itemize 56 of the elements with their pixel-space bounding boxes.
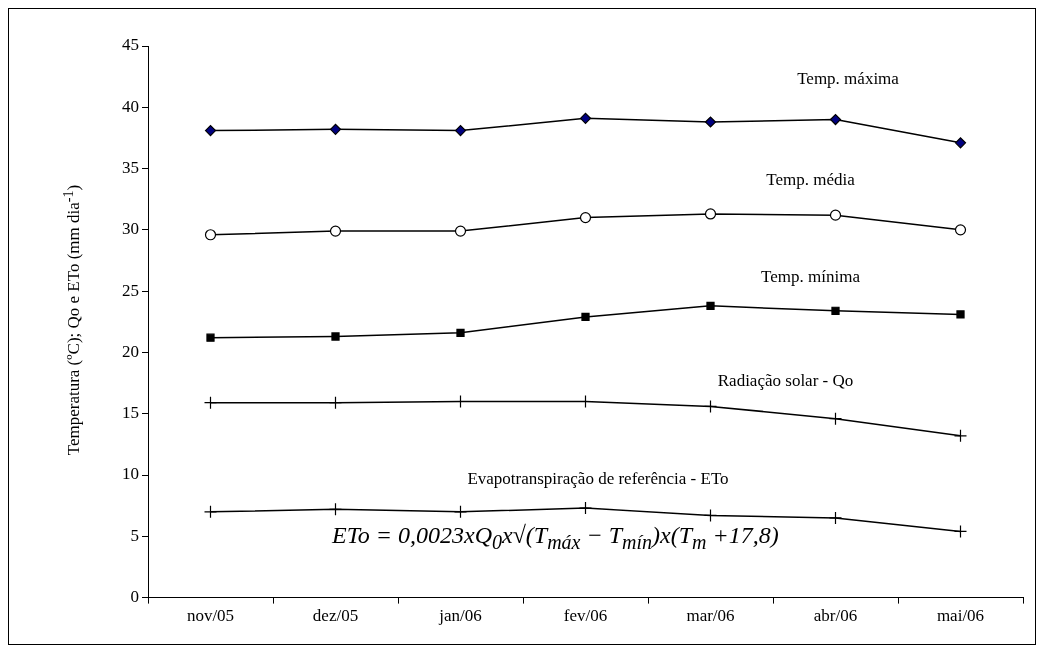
series-label: Temp. máxima [797, 68, 900, 88]
point [328, 502, 343, 516]
point [578, 501, 593, 515]
x-tick-label: jan/06 [438, 606, 482, 626]
x-tick-label: nov/05 [186, 606, 235, 626]
point [456, 328, 465, 337]
point [581, 312, 590, 322]
y-tick-label: 15 [122, 403, 139, 423]
point [206, 333, 215, 342]
x-tick-label: mar/06 [686, 606, 735, 626]
series-label: Radiação solar - Qo [717, 370, 854, 390]
point [204, 229, 217, 241]
x-tick-label: abr/06 [813, 606, 858, 626]
point [954, 224, 967, 236]
point [703, 508, 718, 523]
y-tick-label: 45 [122, 35, 139, 55]
point [953, 524, 968, 539]
y-tick-label: 20 [122, 341, 139, 361]
point [828, 412, 843, 426]
point [954, 137, 967, 149]
y-tick-label: 10 [122, 464, 139, 484]
point [331, 332, 340, 341]
point [829, 113, 842, 126]
point [956, 310, 965, 319]
point [579, 112, 592, 124]
x-tick-label: mai/06 [936, 606, 985, 626]
point [454, 124, 467, 137]
point [454, 225, 467, 237]
y-tick-label: 30 [122, 219, 139, 239]
point [953, 429, 968, 443]
point [579, 212, 592, 224]
point [831, 306, 840, 315]
point [204, 124, 217, 137]
point [704, 208, 717, 220]
series-label: Evapotranspiração de referência - ETo [467, 468, 729, 488]
point [706, 301, 715, 310]
point [453, 505, 468, 519]
point [828, 511, 843, 525]
y-tick-label: 0 [130, 587, 139, 607]
x-tick-label: dez/05 [312, 606, 359, 626]
point [703, 399, 718, 413]
point [329, 225, 342, 237]
point [203, 396, 218, 410]
point [328, 396, 343, 410]
point [829, 209, 842, 221]
y-tick-label: 40 [122, 96, 139, 116]
y-tick-label: 25 [122, 280, 139, 300]
point [704, 116, 717, 128]
series-label: Temp. média [766, 169, 856, 189]
y-tick-label: 35 [122, 158, 139, 178]
x-tick-label: fev/06 [563, 606, 608, 626]
text: ETo = 0,0023xQ$_{0}$x√(T$_{máx}$ − T$_{mín}$)x(T$_{m}$ +17,8) [332, 522, 779, 553]
point [329, 123, 342, 135]
point [203, 505, 218, 519]
y-tick-label: 5 [130, 525, 139, 545]
series-label: Temp. mínima [761, 266, 861, 286]
